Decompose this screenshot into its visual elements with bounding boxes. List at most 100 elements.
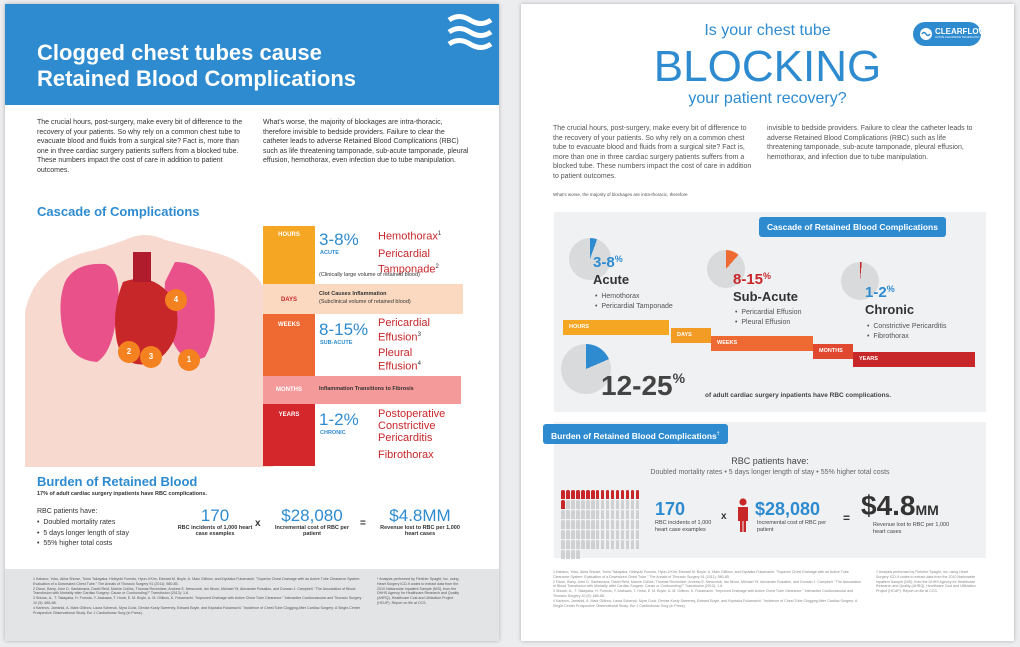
- person-icon: [580, 500, 585, 509]
- calc-number-2: $28,080: [281, 506, 343, 525]
- person-icon: [635, 520, 640, 529]
- calc-number-3-suffix: MM: [915, 502, 939, 518]
- stage-months-bar: [263, 376, 461, 404]
- person-icon: [630, 540, 635, 549]
- footnote-ref: 2: [435, 263, 439, 270]
- burden-tag: Burden of Retained Blood Complications†: [543, 424, 728, 444]
- headline-3: your patient recovery?: [688, 90, 847, 107]
- intro-left: The crucial hours, post-surgery, make ev…: [553, 125, 752, 180]
- stage-years-label: YEARS: [278, 412, 300, 418]
- stage-hours-bar: [263, 226, 315, 284]
- rbc-have: RBC patients have:: [731, 456, 809, 466]
- rbc-bullets: • Doubled mortality rates • 5 days longe…: [37, 519, 129, 547]
- subacute-items: • Pericardial Effusion • Pleural Effusio…: [735, 309, 802, 326]
- annotation-marker: 3: [140, 346, 162, 368]
- person-icon: [610, 500, 615, 509]
- person-icon: [590, 490, 595, 499]
- calc-number-2: $28,080: [755, 499, 821, 519]
- people-grid: [561, 490, 643, 559]
- person-icon: [615, 520, 620, 529]
- person-icon: [635, 530, 640, 539]
- pct-symbol: %: [672, 370, 686, 386]
- person-icon: [575, 550, 580, 559]
- stage-months-label: MONTHS: [276, 387, 302, 393]
- torso-illustration: [25, 235, 273, 467]
- acute-pct: 3-8%: [319, 230, 359, 249]
- person-icon: [580, 490, 585, 499]
- calc-operator-equals: =: [843, 511, 851, 525]
- headline-1: Is your chest tube: [704, 22, 831, 39]
- footer: 1 Kabano, Yoko, Akira Shiose, Tohru Taka…: [5, 569, 499, 641]
- person-icon: [585, 520, 590, 529]
- right-brochure-page: CLEARFLOW ACTIVE CLEARANCE TECHNOLOGY Is…: [521, 4, 1014, 641]
- step-days: DAYS: [671, 328, 711, 343]
- chronic-pie: [841, 262, 879, 300]
- calc-operator-times: x: [721, 511, 727, 522]
- person-icon: [575, 490, 580, 499]
- person-icon: [600, 540, 605, 549]
- person-icon: [585, 490, 590, 499]
- chronic-pct-value: 1-2: [865, 284, 887, 301]
- total-pct-value: 12-25: [601, 370, 673, 401]
- stage-weeks-bar: [263, 314, 315, 376]
- chronic-items: Postoperative Constrictive Pericarditis …: [378, 408, 468, 461]
- pct-symbol: %: [886, 284, 895, 294]
- person-icon: [600, 490, 605, 499]
- footnotes-right: * Analysis performed by Fletcher Spaght,…: [377, 577, 460, 605]
- days-note-title: Clot Causes Inflammation: [319, 291, 387, 297]
- chronic-item: Fibrothorax: [378, 449, 434, 461]
- person-icon: [630, 530, 635, 539]
- person-icon: [610, 510, 615, 519]
- annotation-marker: 2: [118, 341, 140, 363]
- left-lung-shape: [60, 263, 119, 362]
- person-red-icon: [738, 498, 748, 532]
- person-icon: [570, 540, 575, 549]
- logo-tagline: ACTIVE CLEARANCE TECHNOLOGY: [935, 36, 980, 39]
- person-icon: [565, 530, 570, 539]
- person-icon: [575, 520, 580, 529]
- person-icon: [580, 540, 585, 549]
- annotation-marker: 1: [178, 349, 200, 371]
- person-icon: [590, 520, 595, 529]
- person-icon: [605, 490, 610, 499]
- rbc-bullet: 55% higher total costs: [43, 540, 113, 547]
- cascade-tag: Cascade of Retained Blood Complications: [759, 217, 946, 237]
- person-icon: [561, 550, 565, 559]
- total-text: of adult cardiac surgery inpatients have…: [705, 392, 892, 399]
- acute-item: Pericardial Tamponade: [378, 247, 436, 276]
- stage-days-label: DAYS: [280, 297, 298, 303]
- acute-items: Hemothorax1 Pericardial Tamponade2: [378, 228, 468, 276]
- person-icon: [615, 500, 620, 509]
- subacute-pct: 8-15%: [733, 271, 771, 288]
- intro-tail: What's worse, the majority of blockages …: [553, 192, 688, 197]
- person-icon: [595, 540, 600, 549]
- intro-right: What's worse, the majority of blockages …: [263, 119, 469, 165]
- acute-pct: 3-8%: [593, 254, 623, 271]
- person-icon: [610, 520, 615, 529]
- stage-weeks-label: WEEKS: [277, 322, 300, 328]
- step-months: MONTHS: [813, 344, 853, 359]
- person-icon: [561, 510, 565, 519]
- subacute-item: Pleural Effusion: [378, 346, 418, 373]
- person-icon: [570, 490, 575, 499]
- person-icon: [561, 490, 565, 499]
- person-icon: [585, 540, 590, 549]
- pct-symbol: %: [763, 271, 772, 281]
- left-brochure-page: Clogged chest tubes cause Retained Blood…: [5, 4, 499, 641]
- person-icon: [605, 510, 610, 519]
- acute-name: Acute: [593, 272, 630, 287]
- chronic-items: • Constrictive Pericarditis • Fibrothora…: [867, 323, 947, 340]
- person-icon: [595, 520, 600, 529]
- right-lung-shape: [164, 262, 215, 360]
- footnotes-left: 1 Kabano, Yoko, Akira Shiose, Tohru Taka…: [33, 577, 362, 615]
- calc-label-2: Incremental cost of RBC per patient: [275, 525, 349, 537]
- subacute-item: Pericardial Effusion: [378, 317, 430, 344]
- chronic-pct: 1-2%: [865, 284, 895, 301]
- person-icon: [625, 530, 630, 539]
- calc-number-3: $4.8MM: [389, 506, 451, 525]
- footnotes-right: † Analysis performed by Fletcher Spaght,…: [876, 570, 976, 594]
- person-icon: [610, 530, 615, 539]
- months-note: Inflammation Transitions to Fibrosis: [319, 386, 414, 392]
- burden-tag-text: Burden of Retained Blood Complications: [551, 430, 717, 441]
- intro-left: The crucial hours, post-surgery, make ev…: [37, 119, 243, 174]
